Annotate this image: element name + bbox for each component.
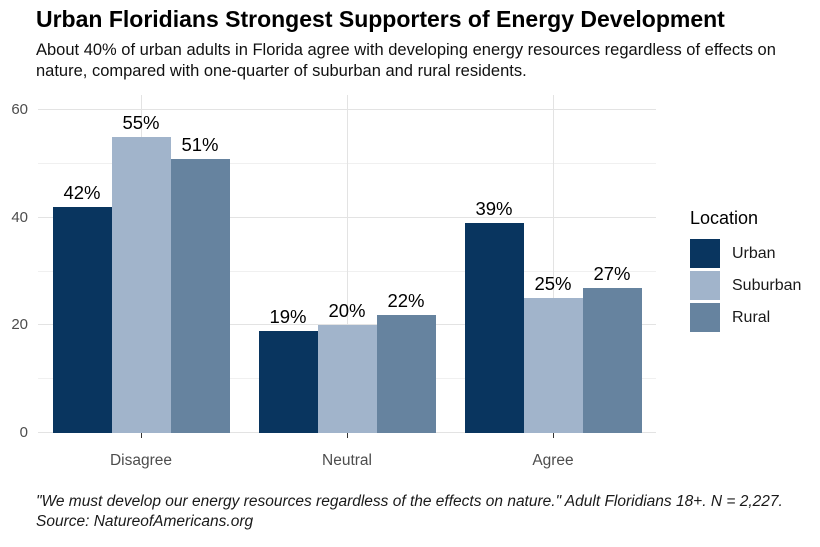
bar-value-label: 25% xyxy=(534,273,572,294)
legend-title: Location xyxy=(690,208,759,228)
x-category-label: Disagree xyxy=(109,452,173,469)
legend-swatch-suburban xyxy=(690,271,720,300)
x-tick-mark xyxy=(347,433,348,438)
x-category-label: Neutral xyxy=(322,452,372,469)
bar-suburban-neutral xyxy=(318,325,377,433)
bar-value-label: 51% xyxy=(181,134,219,155)
bar-rural-agree xyxy=(583,288,642,433)
legend-swatch-rural xyxy=(690,303,720,332)
chart-subtitle: About 40% of urban adults in Florida agr… xyxy=(36,41,776,80)
y-tick-label: 20 xyxy=(11,316,28,334)
bar-value-label: 55% xyxy=(122,112,160,133)
y-tick-label: 0 xyxy=(19,424,28,441)
legend: Location Urban Suburban Rural xyxy=(690,208,801,335)
legend-label: Urban xyxy=(732,244,776,262)
legend-swatch-urban xyxy=(690,239,720,268)
chart-caption: "We must develop our energy resources re… xyxy=(36,493,783,530)
bar-value-label: 22% xyxy=(387,290,425,311)
bar-rural-disagree xyxy=(171,159,230,433)
bar-value-label: 19% xyxy=(269,306,307,327)
x-category-label: Agree xyxy=(532,452,574,469)
y-tick-label: 40 xyxy=(11,208,28,226)
legend-label: Suburban xyxy=(732,276,802,294)
bar-urban-agree xyxy=(465,223,524,433)
legend-item-suburban: Suburban xyxy=(690,271,801,300)
legend-item-urban: Urban xyxy=(690,239,801,268)
category-gridline xyxy=(553,95,554,433)
bar-urban-disagree xyxy=(53,207,112,433)
plot-panel: 42% 55% 51% 19% 20% 22% 39% 25% 27% xyxy=(38,95,656,433)
bar-value-label: 20% xyxy=(328,300,366,321)
bar-value-label: 39% xyxy=(475,198,513,219)
category-gridline xyxy=(347,95,348,433)
bar-urban-neutral xyxy=(259,331,318,433)
x-tick-mark xyxy=(141,433,142,438)
x-tick-mark xyxy=(553,433,554,438)
bar-suburban-agree xyxy=(524,298,583,433)
legend-items: Urban Suburban Rural xyxy=(690,239,801,332)
bar-rural-neutral xyxy=(377,315,436,433)
y-tick-label: 60 xyxy=(11,101,28,119)
chart-title: Urban Floridians Strongest Supporters of… xyxy=(36,6,725,32)
bar-value-label: 27% xyxy=(593,263,631,284)
bar-value-label: 42% xyxy=(63,182,101,203)
bar-suburban-disagree xyxy=(112,137,171,433)
legend-item-rural: Rural xyxy=(690,303,801,332)
legend-label: Rural xyxy=(732,308,771,326)
